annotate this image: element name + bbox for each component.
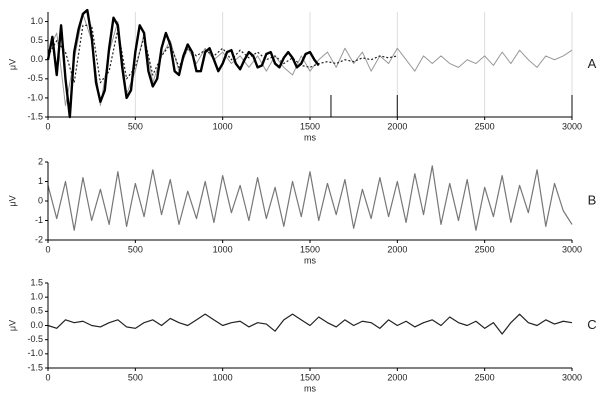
y-axis-label: μV [7, 59, 17, 70]
y-tick-label: 0.5 [30, 306, 43, 316]
x-tick-label: 0 [45, 372, 50, 382]
y-tick-label: 1.0 [30, 292, 43, 302]
y-tick-label: 1.5 [30, 277, 43, 287]
y-tick-label: -2 [35, 234, 43, 244]
panel-label: A [588, 56, 597, 71]
series-line [47, 313, 573, 335]
x-tick-label: 1000 [213, 372, 233, 382]
y-tick-label: 1.0 [30, 16, 43, 26]
y-tick-label: -1.0 [27, 92, 43, 102]
panel-label: C [587, 317, 596, 332]
series-line [46, 8, 320, 119]
y-tick-label: -1 [35, 215, 43, 225]
series-line [47, 13, 573, 107]
x-tick-label: 3000 [562, 244, 582, 254]
y-tick-label: -0.5 [27, 73, 43, 83]
x-tick-label: 2000 [387, 244, 407, 254]
y-axis-label: μV [7, 320, 17, 331]
x-tick-label: 500 [128, 121, 143, 131]
y-tick-label: -1.5 [27, 362, 43, 372]
x-tick-label: 2000 [387, 121, 407, 131]
y-axis-label: μV [7, 195, 17, 206]
x-axis-label: ms [304, 383, 316, 393]
x-tick-label: 1000 [213, 244, 233, 254]
y-tick-label: -0.5 [27, 334, 43, 344]
y-tick-label: 0.0 [30, 320, 43, 330]
y-tick-label: -1.0 [27, 348, 43, 358]
x-tick-label: 500 [128, 244, 143, 254]
x-tick-label: 2000 [387, 372, 407, 382]
x-axis-label: ms [304, 255, 316, 265]
series-line [47, 165, 573, 231]
x-tick-label: 500 [128, 372, 143, 382]
x-tick-label: 2500 [475, 372, 495, 382]
x-axis-label: ms [304, 132, 316, 142]
x-tick-label: 1500 [300, 244, 320, 254]
y-tick-label: -1.5 [27, 111, 43, 121]
panel-label: B [588, 192, 597, 207]
y-tick-label: 0 [38, 195, 43, 205]
y-tick-label: 1 [38, 176, 43, 186]
x-tick-label: 2500 [475, 121, 495, 131]
x-tick-label: 1500 [300, 121, 320, 131]
y-tick-label: 0.0 [30, 54, 43, 64]
y-tick-label: 2 [38, 156, 43, 166]
x-tick-label: 3000 [562, 372, 582, 382]
x-tick-label: 1500 [300, 372, 320, 382]
x-tick-label: 1000 [213, 121, 233, 131]
x-tick-label: 2500 [475, 244, 495, 254]
x-tick-label: 0 [45, 244, 50, 254]
x-tick-label: 3000 [562, 121, 582, 131]
x-tick-label: 0 [45, 121, 50, 131]
y-tick-label: 0.5 [30, 35, 43, 45]
